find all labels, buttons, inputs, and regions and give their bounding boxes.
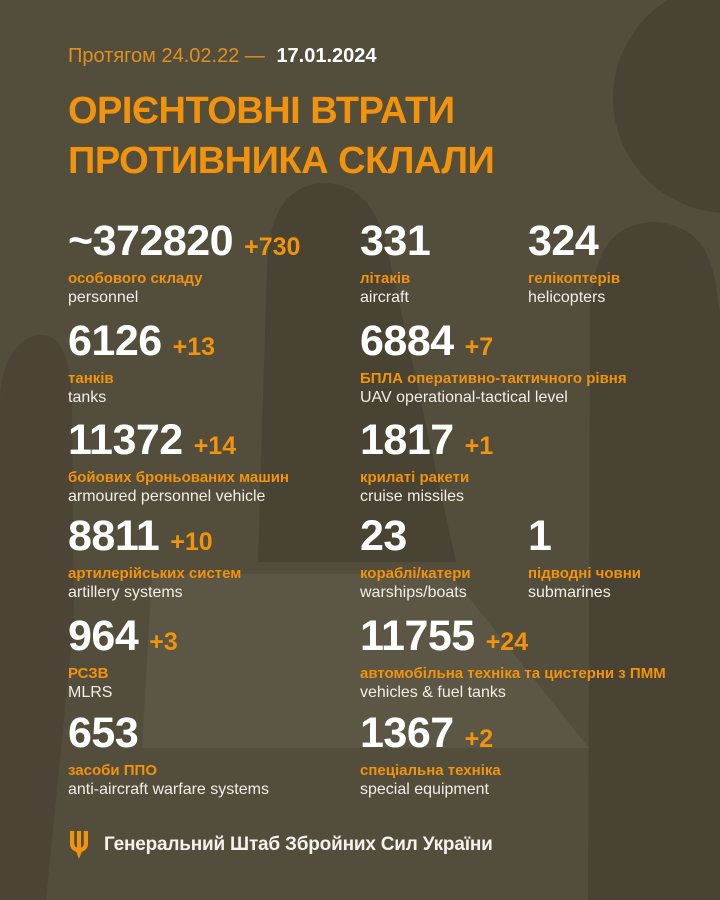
stat-delta: +3 xyxy=(149,628,178,656)
stat-value: 6884 xyxy=(360,317,454,365)
stat-label-en: helicopters xyxy=(528,289,606,306)
stat-label-en: MLRS xyxy=(68,684,113,701)
footer: Генеральний Штаб Збройних Сил України xyxy=(68,831,493,859)
stat-label-en: armoured personnel vehicle xyxy=(68,488,266,505)
stat-label-en: artillery systems xyxy=(68,584,183,601)
stat-label-en: aircraft xyxy=(360,289,409,306)
stat-label-en: anti-aircraft warfare systems xyxy=(68,781,269,798)
stat-label-en: cruise missiles xyxy=(360,488,465,505)
stat-delta: +24 xyxy=(485,628,529,656)
stat-label-en: warships/boats xyxy=(360,584,467,601)
stat-label-uk: РСЗВ xyxy=(68,665,109,682)
stat-label-en: UAV operational-tactical level xyxy=(360,389,568,406)
stat-vehicles-fuel-tanks: 11755 +24 автомобільна техніка та цистерн… xyxy=(360,615,666,702)
stat-value: 331 xyxy=(360,217,431,265)
stat-label-en: special equipment xyxy=(360,781,489,798)
title-line-1: ОРІЄНТОВНІ ВТРАТИ xyxy=(68,90,455,132)
stat-label-uk: бойових броньованих машин xyxy=(68,469,289,486)
stat-label-uk: засоби ППО xyxy=(68,762,157,779)
stat-value: 6126 xyxy=(68,317,162,365)
stat-warships: 23 кораблі/катери warships/boats xyxy=(360,515,471,602)
date-range: Протягом 24.02.22 — 17.01.2024 xyxy=(68,45,377,68)
stat-label-uk: танків xyxy=(68,370,114,387)
stat-label-uk: крилаті ракети xyxy=(360,469,470,486)
stat-special-equipment: 1367 +2 спеціальна техніка special equipm… xyxy=(360,712,501,799)
stat-value: 653 xyxy=(68,709,139,757)
stat-label-uk: гелікоптерів xyxy=(528,270,621,287)
stat-apv: 11372 +14 бойових броньованих машин armou… xyxy=(68,419,289,506)
stat-value: 1 xyxy=(528,512,552,560)
stat-value: 23 xyxy=(360,512,407,560)
stat-cruise-missiles: 1817 +1 крилаті ракети cruise missiles xyxy=(360,419,493,506)
title-line-2: ПРОТИВНИКА СКЛАЛИ xyxy=(68,140,495,182)
stat-value: 1367 xyxy=(360,709,454,757)
tryzub-trident-icon xyxy=(70,831,88,859)
stat-label-uk: спеціальна техніка xyxy=(360,762,501,779)
stat-label-en: tanks xyxy=(68,389,107,406)
stat-uav: 6884 +7 БПЛА оперативно-тактичного рівня … xyxy=(360,320,627,407)
stat-label-uk: БПЛА оперативно-тактичного рівня xyxy=(360,370,627,387)
stat-value: ~372820 xyxy=(68,217,234,265)
stat-value: 8811 xyxy=(68,512,160,560)
stat-label-uk: кораблі/катери xyxy=(360,565,471,582)
stat-delta: +2 xyxy=(464,725,494,753)
stat-value: 1817 xyxy=(360,416,454,464)
stat-label-uk: підводні човни xyxy=(528,565,642,582)
stat-delta: +13 xyxy=(172,333,216,361)
stat-label-uk: автомобільна техніка та цистерни з ПММ xyxy=(360,665,666,682)
stat-tanks: 6126 +13 танків tanks xyxy=(68,320,215,407)
stat-anti-aircraft: 653 засоби ППО anti-aircraft warfare sys… xyxy=(68,712,269,799)
stat-artillery: 8811 +10 артилерійських систем artillery … xyxy=(68,515,241,602)
watermark-blob xyxy=(613,0,720,213)
stat-aircraft: 331 літаків aircraft xyxy=(360,217,431,307)
stat-delta: +1 xyxy=(464,432,494,460)
stat-helicopters: 324 гелікоптерів helicopters xyxy=(528,220,620,307)
date-range-current: 17.01.2024 xyxy=(276,45,377,67)
stat-label-en: submarines xyxy=(528,584,611,601)
stat-submarines: 1 підводні човни submarines xyxy=(528,515,641,602)
stat-label-en: vehicles & fuel tanks xyxy=(360,684,506,701)
stat-value: 11755 xyxy=(360,612,475,660)
stat-value: 11372 xyxy=(68,416,183,464)
date-range-prefix: Протягом 24.02.22 — xyxy=(68,45,265,67)
stat-mlrs: 964 +3 РСЗВ MLRS xyxy=(68,615,178,702)
stat-delta: +14 xyxy=(193,432,237,460)
stat-delta: +7 xyxy=(464,333,494,361)
stat-label-uk: літаків xyxy=(360,270,411,287)
stat-label-uk: особового складу xyxy=(68,270,203,287)
stat-delta: +730 xyxy=(244,233,301,261)
page-title: ОРІЄНТОВНІ ВТРАТИ ПРОТИВНИКА СКЛАЛИ xyxy=(68,86,495,186)
stat-personnel: ~372820 +730 особового складу personnel xyxy=(68,220,300,307)
footer-org-name: Генеральний Штаб Збройних Сил України xyxy=(104,834,493,855)
stat-value: 964 xyxy=(68,612,139,660)
stat-label-uk: артилерійських систем xyxy=(68,565,242,582)
stat-delta: +10 xyxy=(170,528,213,556)
stat-label-en: personnel xyxy=(68,289,139,306)
stat-value: 324 xyxy=(528,217,599,265)
